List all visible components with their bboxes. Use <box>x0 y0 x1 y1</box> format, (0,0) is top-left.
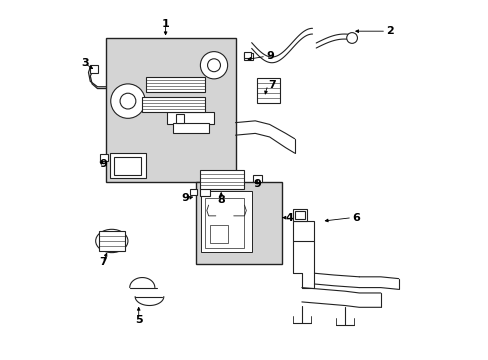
Bar <box>292 209 306 221</box>
Bar <box>167 112 214 125</box>
Bar <box>294 211 305 219</box>
Bar <box>244 51 250 58</box>
Bar <box>106 39 235 182</box>
Bar <box>142 97 204 112</box>
Bar <box>201 191 251 252</box>
Circle shape <box>207 59 220 72</box>
Bar <box>145 77 204 92</box>
Bar <box>199 170 244 189</box>
Text: 9: 9 <box>99 159 107 169</box>
Ellipse shape <box>96 229 128 253</box>
Text: 3: 3 <box>81 58 88 68</box>
Bar <box>253 175 261 182</box>
Circle shape <box>346 33 357 43</box>
Bar <box>204 198 244 248</box>
Bar <box>99 231 125 251</box>
Bar <box>110 153 145 178</box>
Circle shape <box>110 84 145 118</box>
Bar <box>89 65 98 73</box>
Text: 6: 6 <box>351 213 359 222</box>
Bar <box>190 189 197 195</box>
Text: 8: 8 <box>217 195 224 205</box>
Bar <box>172 123 208 134</box>
Circle shape <box>120 93 136 109</box>
Text: 9: 9 <box>265 51 273 61</box>
Text: 7: 7 <box>99 257 106 267</box>
Bar <box>176 114 183 123</box>
Bar <box>257 78 280 103</box>
Text: 1: 1 <box>162 19 169 29</box>
Text: 5: 5 <box>135 315 142 325</box>
Text: 4: 4 <box>285 213 293 222</box>
Text: 9: 9 <box>181 193 188 203</box>
Bar <box>100 154 107 161</box>
Bar <box>196 182 282 264</box>
Bar <box>244 53 253 60</box>
Bar <box>292 221 314 241</box>
Text: 9: 9 <box>253 179 261 189</box>
Bar <box>210 225 228 243</box>
Text: 2: 2 <box>386 26 393 36</box>
Circle shape <box>200 51 227 79</box>
Text: 7: 7 <box>267 80 275 90</box>
Bar <box>199 187 210 196</box>
Bar <box>113 157 140 175</box>
